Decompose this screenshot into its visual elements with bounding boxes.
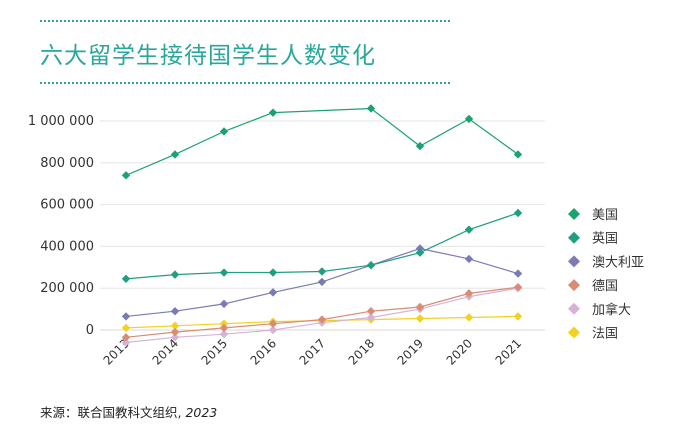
series-3 — [121, 244, 523, 321]
y-tick-label: 1 000 000 — [28, 114, 94, 129]
legend-item: 加拿大 — [568, 302, 631, 318]
data-point — [170, 321, 180, 331]
legend-item: 美国 — [568, 208, 618, 223]
data-point — [317, 277, 327, 287]
legend-label: 加拿大 — [592, 302, 631, 318]
y-tick-label: 600 000 — [40, 198, 94, 213]
series-group — [121, 104, 523, 347]
data-point — [268, 319, 278, 328]
data-point — [170, 327, 180, 337]
data-point — [415, 141, 425, 151]
data-point — [268, 325, 278, 335]
x-tick-label: 2015 — [199, 336, 230, 367]
legend-label: 法国 — [592, 327, 618, 342]
legend-swatch — [568, 231, 580, 244]
legend-item: 英国 — [568, 231, 618, 247]
source-label: 来源：联合国教科文组织, — [40, 405, 186, 420]
data-point — [415, 248, 425, 257]
data-point — [121, 333, 131, 342]
data-point — [366, 261, 376, 270]
y-tick-label: 400 000 — [40, 239, 94, 254]
legend-item: 德国 — [568, 279, 618, 294]
top-dotted-rule — [40, 20, 450, 22]
data-point — [170, 333, 180, 342]
y-tick-label: 0 — [86, 323, 94, 338]
data-point — [268, 288, 278, 297]
data-point — [219, 299, 229, 309]
series-4 — [121, 282, 523, 342]
legend-label: 德国 — [592, 279, 618, 294]
x-tick-label: 2018 — [346, 336, 377, 367]
data-point — [121, 274, 131, 283]
data-point — [415, 302, 425, 312]
data-point — [170, 150, 180, 159]
data-point — [464, 225, 474, 234]
data-point — [121, 338, 131, 347]
data-point — [415, 314, 425, 323]
data-point — [464, 114, 474, 124]
legend-item: 法国 — [568, 326, 618, 342]
data-point — [513, 208, 523, 218]
series-1 — [121, 104, 523, 180]
source-year: 2023 — [185, 405, 218, 420]
data-point — [170, 306, 180, 316]
data-point — [464, 254, 474, 264]
data-point — [513, 312, 523, 321]
data-point — [219, 329, 229, 339]
data-point — [219, 323, 229, 333]
legend-label: 英国 — [592, 232, 618, 247]
legend-swatch — [568, 279, 580, 292]
data-point — [366, 104, 376, 113]
x-axis-ticks: 2013 2014 2015 2016 2017 2018 2019 2020 2021 — [101, 336, 524, 367]
x-tick-label: 2016 — [248, 336, 279, 367]
legend-item: 澳大利亚 — [568, 254, 644, 270]
y-tick-label: 200 000 — [40, 281, 94, 296]
data-point — [121, 323, 131, 333]
x-tick-label: 2017 — [297, 336, 328, 367]
data-point — [317, 267, 327, 276]
data-point — [513, 269, 523, 278]
data-point — [464, 313, 474, 322]
grid-lines — [100, 120, 545, 289]
legend-label: 澳大利亚 — [592, 254, 644, 270]
x-tick-label: 2014 — [150, 336, 181, 367]
x-tick-label: 2021 — [493, 336, 524, 367]
data-point — [268, 108, 278, 117]
data-point — [219, 127, 229, 136]
data-point — [121, 312, 131, 321]
legend-swatch — [568, 326, 580, 339]
y-tick-label: 800 000 — [40, 156, 94, 171]
legend-swatch — [568, 255, 580, 268]
data-point — [464, 289, 474, 298]
legend-swatch — [568, 208, 580, 220]
data-point — [121, 171, 131, 180]
data-point — [513, 150, 523, 159]
data-point — [268, 268, 278, 277]
data-point — [170, 270, 180, 279]
y-axis-ticks: 0 200 000 400 000 600 000 800 000 1 000 000 — [28, 114, 94, 338]
title-dotted-rule — [40, 82, 450, 84]
x-tick-label: 2019 — [395, 336, 426, 367]
series-line — [125, 107, 519, 176]
x-tick-label: 2020 — [444, 336, 475, 367]
legend-label: 美国 — [592, 208, 618, 223]
legend-swatch — [568, 302, 580, 315]
data-point — [366, 313, 376, 322]
data-point — [513, 282, 523, 292]
data-point — [219, 268, 229, 277]
chart-title: 六大留学生接待国学生人数变化 — [40, 43, 376, 69]
data-point — [366, 306, 376, 316]
source-note: 来源：联合国教科文组织, 2023 — [40, 402, 217, 421]
data-point — [317, 315, 327, 324]
series-2 — [121, 208, 523, 283]
